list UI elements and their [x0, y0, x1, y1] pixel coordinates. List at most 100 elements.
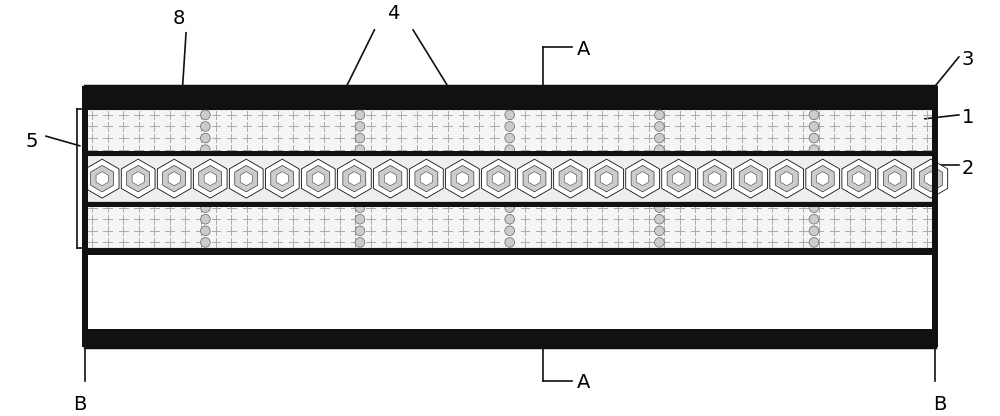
Polygon shape	[374, 159, 407, 198]
Circle shape	[655, 145, 664, 154]
Bar	[85, 248, 935, 329]
Polygon shape	[127, 166, 150, 192]
Polygon shape	[518, 159, 551, 198]
Bar	[85, 86, 935, 347]
Polygon shape	[734, 159, 768, 198]
Polygon shape	[132, 172, 144, 186]
Polygon shape	[709, 172, 721, 186]
Circle shape	[809, 121, 819, 131]
Polygon shape	[276, 172, 288, 186]
Text: A: A	[577, 373, 591, 392]
Polygon shape	[487, 166, 510, 192]
Polygon shape	[914, 159, 948, 198]
Circle shape	[505, 203, 514, 213]
Circle shape	[355, 121, 365, 131]
Polygon shape	[85, 159, 119, 198]
Bar	[85, 86, 935, 347]
Polygon shape	[559, 166, 582, 192]
Polygon shape	[554, 159, 587, 198]
Circle shape	[809, 110, 819, 120]
Text: B: B	[73, 395, 86, 414]
Circle shape	[505, 214, 514, 224]
Circle shape	[505, 133, 514, 143]
Bar	[85, 151, 935, 156]
Polygon shape	[193, 159, 227, 198]
Circle shape	[809, 133, 819, 143]
Bar	[85, 202, 935, 207]
Polygon shape	[662, 159, 695, 198]
Circle shape	[809, 214, 819, 224]
Polygon shape	[91, 166, 114, 192]
Circle shape	[505, 110, 514, 120]
Polygon shape	[770, 159, 804, 198]
Polygon shape	[379, 166, 402, 192]
Polygon shape	[817, 172, 829, 186]
Bar	[85, 86, 935, 103]
Polygon shape	[703, 166, 726, 192]
Text: 2: 2	[962, 158, 974, 178]
Polygon shape	[307, 166, 330, 192]
Polygon shape	[853, 172, 865, 186]
Polygon shape	[673, 172, 685, 186]
Polygon shape	[775, 166, 798, 192]
Polygon shape	[600, 172, 613, 186]
Bar	[85, 102, 935, 109]
Bar	[85, 109, 935, 156]
Circle shape	[809, 238, 819, 247]
Circle shape	[809, 145, 819, 154]
Circle shape	[355, 110, 365, 120]
Polygon shape	[739, 166, 762, 192]
Polygon shape	[919, 166, 942, 192]
Text: 3: 3	[962, 50, 974, 69]
Polygon shape	[96, 172, 108, 186]
Circle shape	[809, 226, 819, 235]
Circle shape	[505, 145, 514, 154]
Polygon shape	[847, 166, 870, 192]
Text: B: B	[933, 395, 946, 414]
Circle shape	[355, 238, 365, 247]
Polygon shape	[204, 172, 216, 186]
Bar	[932, 86, 938, 347]
Polygon shape	[265, 159, 299, 198]
Circle shape	[355, 133, 365, 143]
Polygon shape	[492, 172, 505, 186]
Text: 4: 4	[388, 4, 400, 23]
Text: 5: 5	[25, 132, 38, 151]
Circle shape	[655, 203, 664, 213]
Polygon shape	[878, 159, 912, 198]
Polygon shape	[590, 159, 623, 198]
Circle shape	[201, 238, 210, 247]
Polygon shape	[348, 172, 360, 186]
Circle shape	[655, 133, 664, 143]
Circle shape	[655, 226, 664, 235]
Polygon shape	[925, 172, 937, 186]
Polygon shape	[564, 172, 577, 186]
Polygon shape	[384, 172, 396, 186]
Circle shape	[655, 121, 664, 131]
Circle shape	[355, 145, 365, 154]
Polygon shape	[667, 166, 690, 192]
Circle shape	[201, 121, 210, 131]
Polygon shape	[343, 166, 366, 192]
Circle shape	[809, 203, 819, 213]
Circle shape	[201, 214, 210, 224]
Polygon shape	[163, 166, 186, 192]
Polygon shape	[168, 172, 180, 186]
Polygon shape	[312, 172, 324, 186]
Polygon shape	[528, 172, 541, 186]
Polygon shape	[889, 172, 901, 186]
Polygon shape	[301, 159, 335, 198]
Text: 8: 8	[173, 9, 185, 28]
Circle shape	[201, 203, 210, 213]
Polygon shape	[781, 172, 793, 186]
Polygon shape	[482, 159, 515, 198]
Polygon shape	[636, 172, 649, 186]
Circle shape	[201, 145, 210, 154]
Circle shape	[505, 226, 514, 235]
Polygon shape	[523, 166, 546, 192]
Polygon shape	[811, 166, 834, 192]
Bar	[85, 248, 935, 255]
Polygon shape	[631, 166, 654, 192]
Polygon shape	[415, 166, 438, 192]
Circle shape	[201, 110, 210, 120]
